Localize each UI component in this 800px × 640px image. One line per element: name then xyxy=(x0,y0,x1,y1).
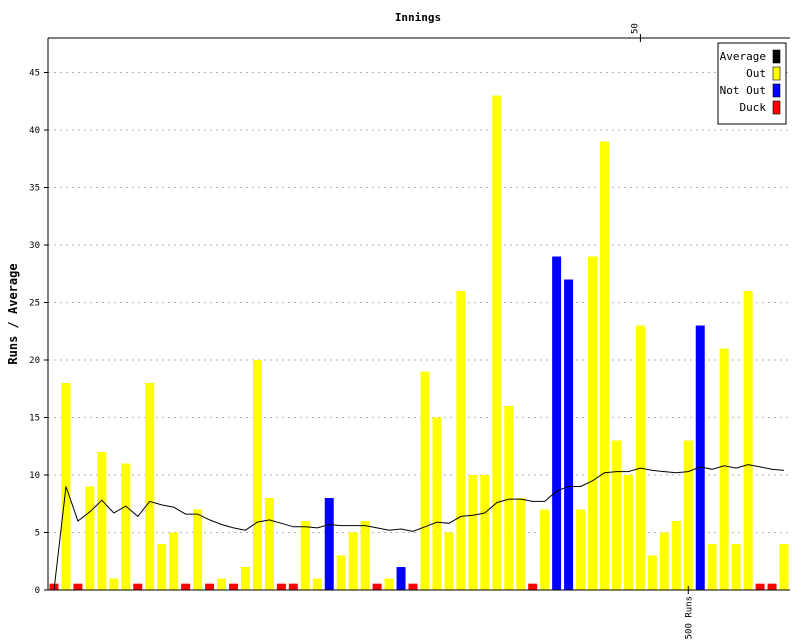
y-tick-label: 25 xyxy=(29,299,40,309)
legend-swatch xyxy=(772,100,781,115)
legend-label: Out xyxy=(746,67,766,80)
legend-label: Duck xyxy=(740,101,767,114)
bar-out xyxy=(157,544,167,590)
bar-out xyxy=(611,440,621,590)
y-tick-label: 10 xyxy=(29,471,40,481)
bar-out xyxy=(360,521,370,590)
bar-out xyxy=(109,578,119,590)
bar-duck xyxy=(528,583,538,590)
bar-not-out xyxy=(552,256,562,590)
legend-swatch xyxy=(772,83,781,98)
bars xyxy=(49,95,789,590)
bar-duck xyxy=(73,583,83,590)
bar-out xyxy=(348,532,358,590)
legend-swatch xyxy=(772,66,781,81)
bar-duck xyxy=(229,583,238,590)
bar-out xyxy=(588,256,598,590)
bar-out xyxy=(600,141,609,590)
bar-out xyxy=(336,555,346,590)
bar-duck xyxy=(181,583,191,590)
bar-out xyxy=(312,578,322,590)
bar-not-out xyxy=(695,325,705,590)
bar-out xyxy=(683,440,693,590)
bar-duck xyxy=(276,583,286,590)
y-tick-label: 0 xyxy=(35,586,40,596)
top-marker-label: 50 xyxy=(630,23,640,34)
bar-duck xyxy=(288,583,298,590)
legend-label: Not Out xyxy=(720,84,766,97)
y-tick-label: 40 xyxy=(29,126,40,136)
bar-out xyxy=(516,498,526,590)
bar-out xyxy=(635,325,645,590)
bar-not-out xyxy=(324,498,334,590)
bar-out xyxy=(779,544,789,590)
500-runs-marker: 500 Runs xyxy=(684,586,694,639)
average-line xyxy=(53,464,785,591)
y-tick-label: 45 xyxy=(29,69,40,79)
bar-out xyxy=(300,521,310,590)
bar-out xyxy=(504,406,514,590)
bar-out xyxy=(240,567,250,590)
bar-duck xyxy=(372,583,382,590)
bar-out xyxy=(671,521,681,590)
y-tick-label: 5 xyxy=(35,529,40,539)
y-tick-label: 20 xyxy=(29,356,40,366)
bar-out xyxy=(97,452,107,590)
bar-out xyxy=(743,291,753,590)
bar-duck xyxy=(755,583,765,590)
bar-out xyxy=(432,417,442,590)
bar-out xyxy=(264,498,274,590)
bar-out xyxy=(492,95,502,590)
bar-out xyxy=(420,371,430,590)
bar-not-out xyxy=(396,567,406,590)
bar-out xyxy=(444,532,454,590)
y-axis-label: Runs / Average xyxy=(6,263,20,364)
y-tick-label: 30 xyxy=(29,241,40,251)
bar-out xyxy=(384,578,394,590)
bar-out xyxy=(217,578,227,590)
bar-duck xyxy=(767,583,777,590)
bar-out xyxy=(719,348,729,590)
bar-duck xyxy=(408,583,418,590)
bar-out xyxy=(647,555,657,590)
bar-duck xyxy=(133,583,143,590)
bar-out xyxy=(540,509,550,590)
bar-out xyxy=(707,544,717,590)
bar-duck xyxy=(205,583,215,590)
bar-out xyxy=(468,475,478,590)
bar-out xyxy=(731,544,741,590)
bar-out xyxy=(169,532,179,590)
chart-title: Innings xyxy=(395,11,441,24)
bar-out xyxy=(659,532,669,590)
bar-not-out xyxy=(564,279,574,590)
bar-out xyxy=(456,291,466,590)
bar-out xyxy=(480,475,490,590)
bar-out xyxy=(145,383,155,590)
bar-out xyxy=(121,463,131,590)
bar-out xyxy=(252,360,262,590)
bar-out xyxy=(623,475,633,590)
bottom-marker-label: 500 Runs xyxy=(684,596,694,639)
legend-swatch xyxy=(772,49,781,64)
y-ticks: 0 5 10 15 20 25 30 35 40 45 xyxy=(29,69,48,596)
y-tick-label: 35 xyxy=(29,184,40,194)
bar-out xyxy=(576,509,586,590)
legend: Average Out Not Out Duck xyxy=(717,42,787,125)
y-tick-label: 15 xyxy=(29,414,40,424)
innings-50-marker: 50 xyxy=(630,23,641,42)
legend-label: Average xyxy=(720,50,766,63)
bar-out xyxy=(85,486,95,590)
bar-out xyxy=(193,509,203,590)
